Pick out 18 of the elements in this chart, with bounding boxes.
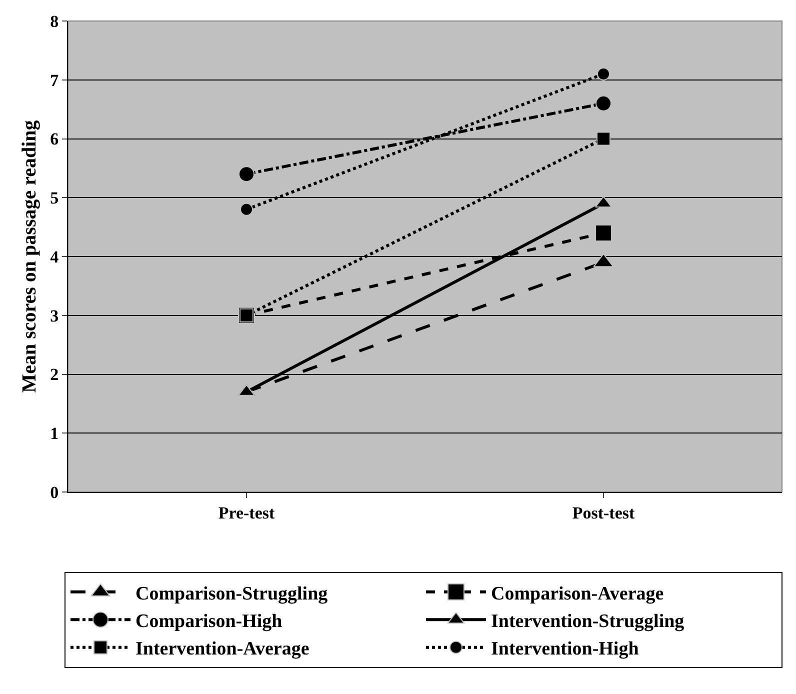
legend-label: Comparison-Struggling xyxy=(136,583,328,604)
y-axis-title: Mean scores on passage reading xyxy=(18,120,41,393)
legend-label: Comparison-Average xyxy=(491,583,664,604)
x-tick-label: Pre-test xyxy=(218,503,275,522)
legend-label: Comparison-High xyxy=(136,611,283,632)
y-tick-label: 6 xyxy=(50,130,59,149)
y-tick-label: 4 xyxy=(50,247,60,266)
y-tick-label: 3 xyxy=(50,306,59,326)
y-tick-label: 0 xyxy=(50,482,59,502)
y-tick-label: 8 xyxy=(50,12,59,31)
y-tick-label: 2 xyxy=(50,365,59,384)
x-tick-label: Post-test xyxy=(572,503,635,522)
y-tick-label: 1 xyxy=(50,424,59,444)
y-tick-label: 7 xyxy=(50,70,60,90)
y-tick-label: 5 xyxy=(50,188,59,208)
legend-label: Intervention-Struggling xyxy=(491,611,685,632)
legend-label: Intervention-High xyxy=(491,638,640,660)
legend-label: Intervention-Average xyxy=(136,638,310,660)
